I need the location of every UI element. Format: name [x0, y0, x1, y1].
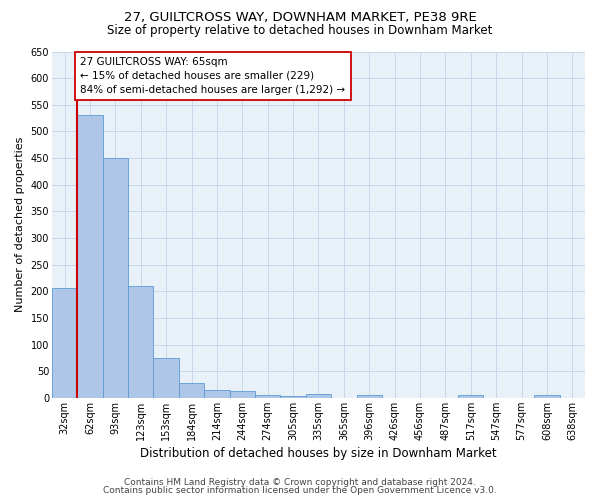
- Bar: [128, 286, 154, 398]
- Bar: [255, 395, 280, 398]
- Text: Contains HM Land Registry data © Crown copyright and database right 2024.: Contains HM Land Registry data © Crown c…: [124, 478, 476, 487]
- X-axis label: Distribution of detached houses by size in Downham Market: Distribution of detached houses by size …: [140, 447, 497, 460]
- Bar: [179, 384, 204, 398]
- Bar: [306, 394, 331, 398]
- Text: 27 GUILTCROSS WAY: 65sqm
← 15% of detached houses are smaller (229)
84% of semi-: 27 GUILTCROSS WAY: 65sqm ← 15% of detach…: [80, 57, 346, 95]
- Y-axis label: Number of detached properties: Number of detached properties: [15, 137, 25, 312]
- Bar: [458, 395, 484, 398]
- Bar: [154, 358, 179, 398]
- Text: Contains public sector information licensed under the Open Government Licence v3: Contains public sector information licen…: [103, 486, 497, 495]
- Bar: [103, 158, 128, 398]
- Bar: [356, 395, 382, 398]
- Bar: [204, 390, 230, 398]
- Bar: [230, 392, 255, 398]
- Bar: [534, 395, 560, 398]
- Text: 27, GUILTCROSS WAY, DOWNHAM MARKET, PE38 9RE: 27, GUILTCROSS WAY, DOWNHAM MARKET, PE38…: [124, 11, 476, 24]
- Bar: [52, 288, 77, 398]
- Bar: [77, 116, 103, 398]
- Text: Size of property relative to detached houses in Downham Market: Size of property relative to detached ho…: [107, 24, 493, 37]
- Bar: [280, 396, 306, 398]
